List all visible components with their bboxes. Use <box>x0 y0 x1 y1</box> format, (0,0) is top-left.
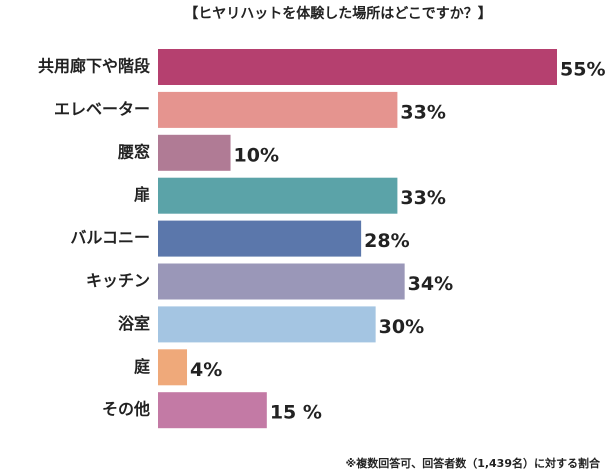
data-label: 15 % <box>270 402 322 424</box>
bar <box>158 91 398 128</box>
y-tick-label: バルコニー <box>70 228 150 247</box>
data-label: 55% <box>560 59 605 81</box>
y-tick-label: 浴室 <box>118 314 150 333</box>
y-tick-label: 共用廊下や階段 <box>38 57 151 76</box>
y-tick-label: 扉 <box>134 185 150 204</box>
data-label: 28% <box>364 230 409 252</box>
bar <box>158 134 231 171</box>
y-tick-label: その他 <box>102 400 150 419</box>
bar <box>158 349 188 386</box>
data-label: 30% <box>379 316 424 338</box>
bar <box>158 306 376 343</box>
bar <box>158 177 398 214</box>
chart-note: ※複数回答可、回答者数（1,439名）に対する割合 <box>346 456 601 470</box>
y-tick-label: 庭 <box>134 357 150 376</box>
bar <box>158 263 405 300</box>
data-label: 34% <box>408 273 453 295</box>
bar <box>158 392 267 429</box>
chart-title: 【ヒヤリハットを体験した場所はどこですか？】 <box>184 5 492 22</box>
data-label: 4% <box>190 359 222 381</box>
data-label: 33% <box>400 187 445 209</box>
bar <box>158 220 362 257</box>
y-tick-label: 腰窓 <box>118 142 150 161</box>
y-tick-label: キッチン <box>86 271 150 290</box>
data-label: 10% <box>234 144 279 166</box>
bar <box>158 49 557 85</box>
data-label: 33% <box>400 101 445 123</box>
y-tick-label: エレベーター <box>54 99 150 118</box>
